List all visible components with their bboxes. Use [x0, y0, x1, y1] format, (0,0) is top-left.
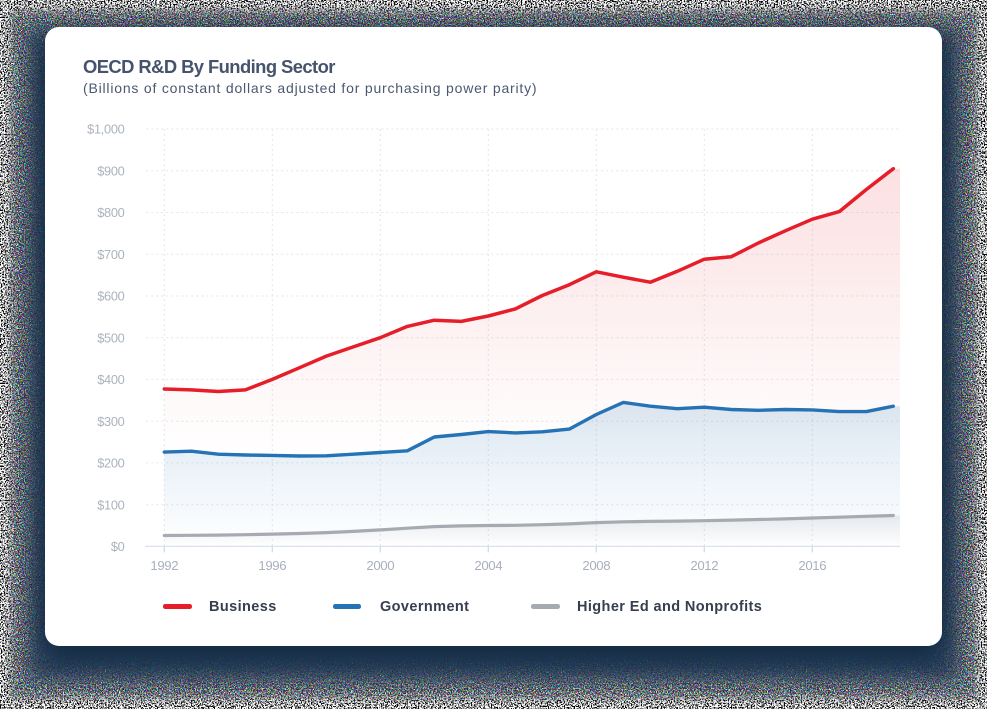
svg-text:$500: $500 — [97, 330, 124, 345]
svg-text:$700: $700 — [97, 247, 124, 262]
svg-text:2012: 2012 — [690, 558, 718, 573]
svg-text:1996: 1996 — [258, 558, 286, 573]
svg-text:$200: $200 — [97, 456, 124, 471]
svg-text:$900: $900 — [97, 163, 124, 178]
svg-text:2004: 2004 — [474, 558, 502, 573]
svg-text:$400: $400 — [97, 372, 124, 387]
svg-text:$800: $800 — [97, 205, 124, 220]
svg-text:$600: $600 — [97, 289, 124, 304]
svg-text:$300: $300 — [97, 414, 124, 429]
svg-text:2016: 2016 — [798, 558, 826, 573]
svg-text:2000: 2000 — [366, 558, 394, 573]
svg-text:1992: 1992 — [150, 558, 178, 573]
svg-text:$1,000: $1,000 — [87, 122, 125, 137]
svg-text:2008: 2008 — [582, 558, 610, 573]
svg-text:$100: $100 — [97, 497, 124, 512]
svg-text:$0: $0 — [111, 539, 125, 554]
